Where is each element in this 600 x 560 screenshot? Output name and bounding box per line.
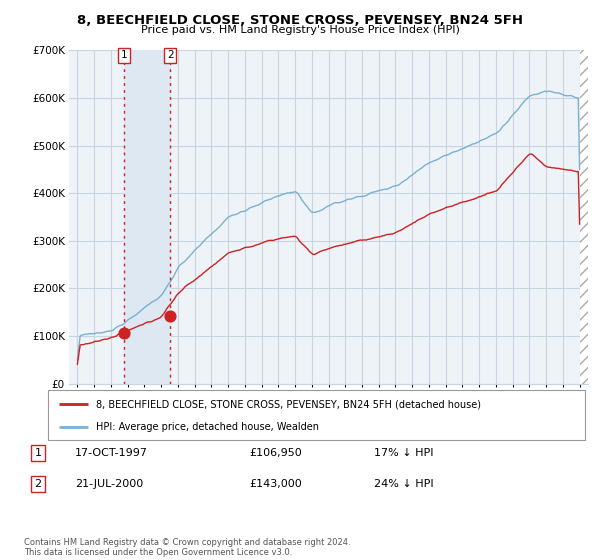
Text: HPI: Average price, detached house, Wealden: HPI: Average price, detached house, Weal… (97, 422, 319, 432)
Text: 1: 1 (35, 448, 41, 458)
Bar (580, 50, 588, 384)
Point (166, 311, 175, 320)
Bar (124, 50, 170, 384)
Text: 21-JUL-2000: 21-JUL-2000 (75, 479, 143, 489)
Text: 1: 1 (121, 50, 128, 60)
Text: Contains HM Land Registry data © Crown copyright and database right 2024.
This d: Contains HM Land Registry data © Crown c… (24, 538, 350, 557)
Text: 24% ↓ HPI: 24% ↓ HPI (374, 479, 433, 489)
Text: 8, BEECHFIELD CLOSE, STONE CROSS, PEVENSEY, BN24 5FH (detached house): 8, BEECHFIELD CLOSE, STONE CROSS, PEVENS… (97, 399, 481, 409)
Text: 17-OCT-1997: 17-OCT-1997 (75, 448, 148, 458)
Text: 17% ↓ HPI: 17% ↓ HPI (374, 448, 433, 458)
Text: £143,000: £143,000 (250, 479, 302, 489)
Text: 2: 2 (35, 479, 41, 489)
Text: 8, BEECHFIELD CLOSE, STONE CROSS, PEVENSEY, BN24 5FH: 8, BEECHFIELD CLOSE, STONE CROSS, PEVENS… (77, 14, 523, 27)
Text: 2: 2 (167, 50, 173, 60)
Bar (580, 50, 588, 384)
Point (119, 328, 129, 337)
Text: Price paid vs. HM Land Registry's House Price Index (HPI): Price paid vs. HM Land Registry's House … (140, 25, 460, 35)
Text: £106,950: £106,950 (250, 448, 302, 458)
FancyBboxPatch shape (48, 390, 585, 440)
